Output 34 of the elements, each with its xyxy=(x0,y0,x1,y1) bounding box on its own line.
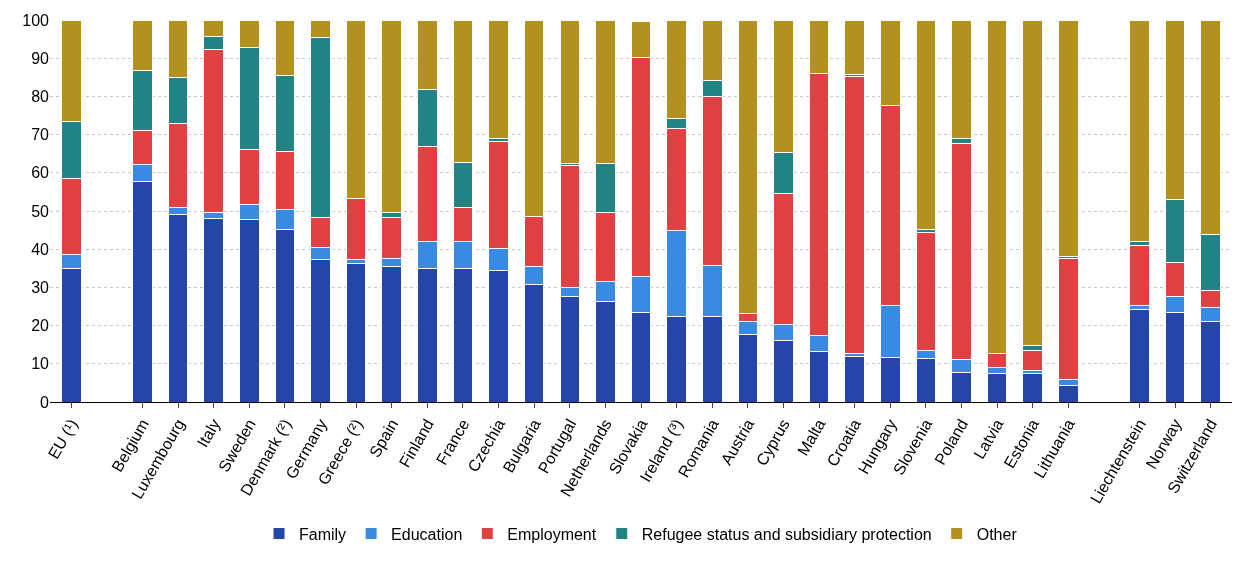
bar xyxy=(1129,245,1150,306)
y-tick-label: 90 xyxy=(31,49,50,67)
legend-label: Refugee status and subsidiary protection xyxy=(641,525,932,543)
legend-label: Other xyxy=(976,525,1018,543)
bar xyxy=(1057,20,1079,258)
bar xyxy=(844,356,865,402)
y-tick-label: 40 xyxy=(31,240,50,258)
bar xyxy=(844,76,865,354)
y-tick-label: 100 xyxy=(22,11,50,29)
bar xyxy=(488,20,509,140)
y-tick-label: 70 xyxy=(31,126,50,144)
legend-label: Education xyxy=(391,525,463,543)
bar xyxy=(1022,349,1043,371)
bar xyxy=(1022,20,1043,347)
y-tick-label: 60 xyxy=(31,164,50,182)
y-tick-label: 30 xyxy=(31,279,50,296)
bar xyxy=(844,20,865,75)
legend-label: Family xyxy=(299,525,347,543)
y-tick-label: 50 xyxy=(31,202,50,220)
bar xyxy=(1022,373,1043,402)
bar xyxy=(345,262,367,402)
legend-label: Employment xyxy=(507,525,597,543)
bar xyxy=(203,218,225,402)
y-tick-label: 10 xyxy=(31,355,50,373)
bar xyxy=(559,20,581,164)
y-tick-label: 80 xyxy=(31,88,50,105)
bar xyxy=(1129,20,1150,242)
x-tick-label: EU (¹) xyxy=(44,416,81,462)
bar xyxy=(1129,308,1150,402)
bar xyxy=(951,20,972,140)
bar xyxy=(1057,384,1079,402)
bar xyxy=(915,20,937,231)
y-tick-label: 20 xyxy=(31,317,50,335)
y-tick-label: 0 xyxy=(40,393,50,411)
